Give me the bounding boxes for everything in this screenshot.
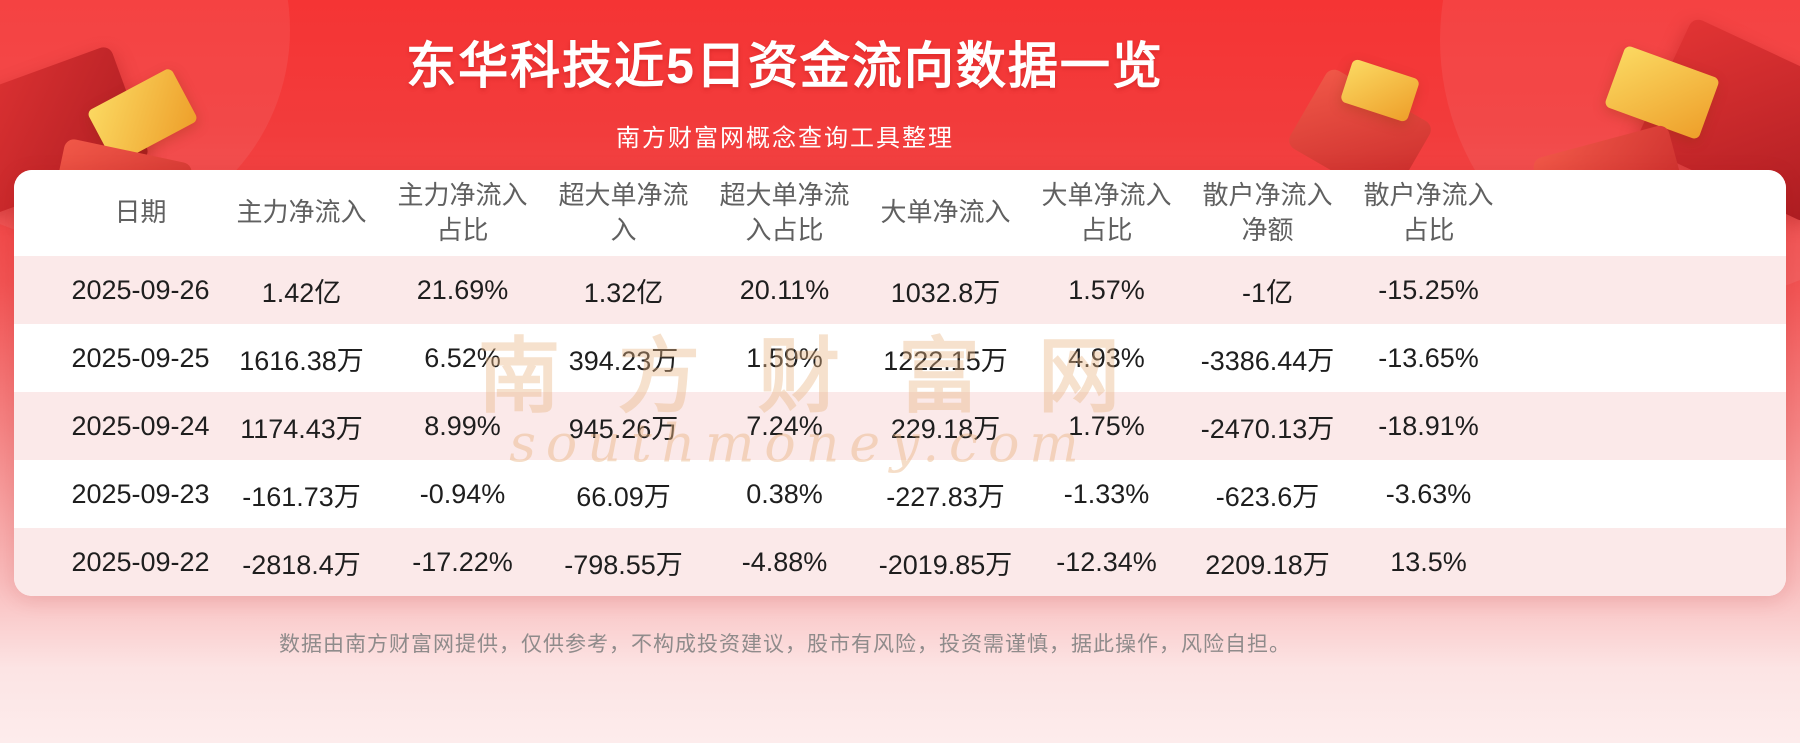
column-header: 日期: [114, 197, 167, 228]
table-cell: 66.09万: [576, 481, 671, 512]
table-cell: 394.23万: [568, 345, 679, 376]
table-cell: 2209.18万: [1205, 549, 1330, 580]
table-cell: 20.11%: [739, 274, 830, 305]
table-cell: -17.22%: [412, 546, 513, 577]
table-cell: 2025-09-24: [71, 410, 210, 441]
table-cell: 0.38%: [746, 478, 823, 509]
table-cell: 945.26万: [568, 413, 679, 444]
table-cell: 4.93%: [1068, 342, 1145, 373]
table-cell: 1032.8万: [890, 277, 1001, 308]
table-cell: 1.42亿: [261, 277, 342, 308]
table-cell: -2470.13万: [1200, 413, 1335, 444]
table-cell: 1.57%: [1068, 274, 1145, 305]
column-header: 超大单净流入占比: [719, 179, 850, 245]
table-cell: 1616.38万: [239, 345, 364, 376]
table-cell: 21.69%: [416, 274, 509, 305]
table-cell: 6.52%: [424, 342, 501, 373]
page-title: 东华科技近5日资金流向数据一览: [406, 38, 1164, 94]
column-header: 主力净流入: [236, 197, 367, 228]
table-cell: -1亿: [1241, 277, 1293, 308]
table-cell: 2025-09-22: [71, 546, 210, 577]
fund-flow-card: 日期 主力净流入 主力净流入占比 超大单净流入 超大单净流入占比 大单净流入 大单净流入占比…: [14, 170, 1786, 596]
table-cell: -1.33%: [1063, 478, 1150, 509]
table-cell: -18.91%: [1378, 410, 1479, 441]
table-row: 2025-09-26 1.42亿 21.69% 1.32亿 20.11% 1032.8万 1…: [14, 256, 1786, 324]
table-cell: -2818.4万: [242, 549, 361, 580]
column-header: 散户净流入占比: [1363, 179, 1494, 245]
table-cell: -13.65%: [1378, 342, 1479, 373]
table-cell: 229.18万: [890, 413, 1001, 444]
page-subtitle: 南方财富网概念查询工具整理: [616, 125, 954, 152]
table-cell: 1222.15万: [883, 345, 1008, 376]
table-cell: -15.25%: [1378, 274, 1479, 305]
column-header: 主力净流入占比: [397, 179, 528, 245]
table-body: 2025-09-26 1.42亿 21.69% 1.32亿 20.11% 1032.8万 1…: [14, 256, 1786, 596]
table-cell: 13.5%: [1390, 546, 1467, 577]
table-cell: -3.63%: [1385, 478, 1472, 509]
column-header: 超大单净流入: [558, 179, 689, 245]
table-cell: -227.83万: [886, 481, 1005, 512]
table-row: 2025-09-22 -2818.4万 -17.22% -798.55万 -4.88% -…: [14, 528, 1786, 596]
table-row: 2025-09-24 1174.43万 8.99% 945.26万 7.24% 229.1…: [14, 392, 1786, 460]
disclaimer: 数据由南方财富网提供，仅供参考，不构成投资建议，股市有风险，投资需谨慎，据此操作…: [279, 633, 1291, 656]
table-cell: 1.59%: [746, 342, 823, 373]
table-row: 2025-09-25 1616.38万 6.52% 394.23万 1.59% 1222.…: [14, 324, 1786, 392]
table-cell: -4.88%: [741, 546, 828, 577]
table-header-row: 日期 主力净流入 主力净流入占比 超大单净流入 超大单净流入占比 大单净流入 大单净流入占比…: [14, 170, 1786, 256]
column-header: 大单净流入: [880, 197, 1011, 228]
table-cell: 2025-09-23: [71, 478, 210, 509]
table-cell: -623.6万: [1215, 481, 1320, 512]
table-cell: 8.99%: [424, 410, 501, 441]
table-cell: 1.75%: [1068, 410, 1145, 441]
table-cell: -12.34%: [1056, 546, 1157, 577]
table-cell: 7.24%: [746, 410, 823, 441]
table-cell: -3386.44万: [1200, 345, 1335, 376]
table-row: 2025-09-23 -161.73万 -0.94% 66.09万 0.38% -227.…: [14, 460, 1786, 528]
table-cell: -0.94%: [419, 478, 506, 509]
table-cell: 1.32亿: [583, 277, 664, 308]
table-cell: -798.55万: [564, 549, 683, 580]
table-cell: 1174.43万: [240, 413, 363, 444]
table-cell: 2025-09-25: [71, 342, 210, 373]
banner: 东华科技近5日资金流向数据一览 南方财富网概念查询工具整理: [0, 0, 1800, 170]
table-cell: 2025-09-26: [71, 274, 210, 305]
column-header: 大单净流入占比: [1041, 179, 1172, 245]
table-cell: -2019.85万: [878, 549, 1013, 580]
column-header: 散户净流入净额: [1202, 179, 1333, 245]
table-cell: -161.73万: [242, 481, 361, 512]
